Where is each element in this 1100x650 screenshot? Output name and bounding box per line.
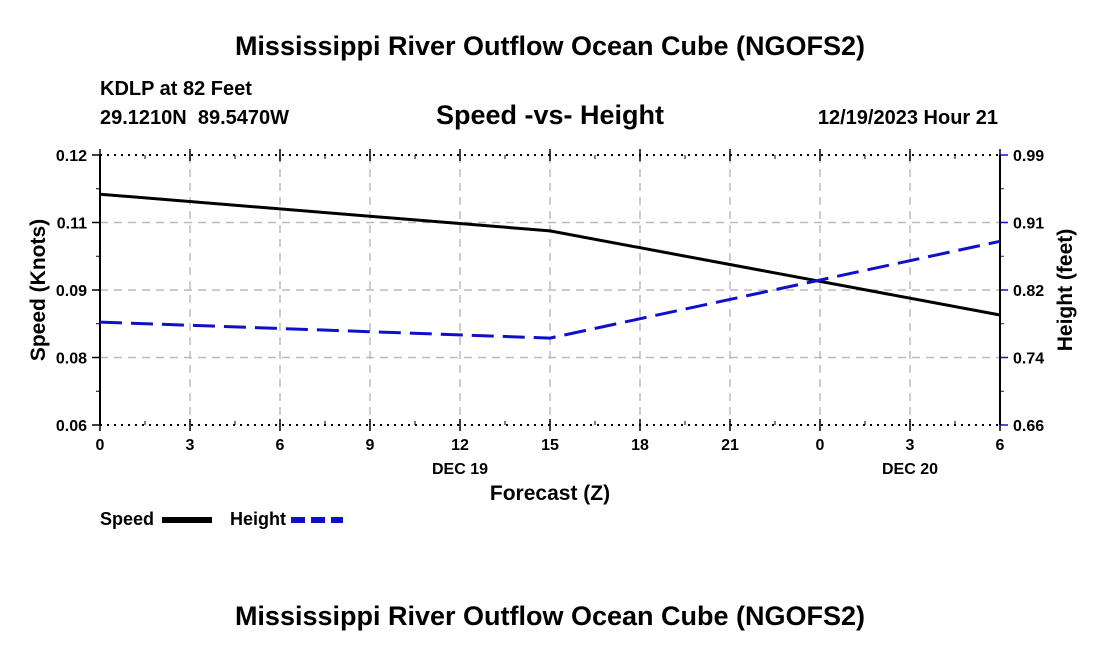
- y-tick-label: 0.09: [56, 283, 87, 300]
- y2-tick-label: 0.74: [1013, 351, 1044, 368]
- forecast-datetime: 12/19/2023 Hour 21: [818, 107, 998, 129]
- x-tick-label: 12: [451, 437, 469, 454]
- series-layer: [99, 192, 1001, 340]
- x-axis-label: Forecast (Z): [490, 482, 610, 505]
- x-tick-label: 15: [541, 437, 559, 454]
- series-line-height: [99, 239, 1001, 340]
- x-date-label: DEC 19: [432, 461, 488, 478]
- x-tick-label: 0: [816, 437, 825, 454]
- y2-tick-label: 0.66: [1013, 418, 1044, 435]
- y2-tick-label: 0.99: [1013, 148, 1044, 165]
- series-line-speed: [99, 192, 1001, 317]
- coordinates-label: 29.1210N 89.5470W: [100, 107, 289, 129]
- legend-height-label: Height: [230, 509, 286, 529]
- footer-title: Mississippi River Outflow Ocean Cube (NG…: [235, 601, 865, 631]
- x-tick-label: 6: [996, 437, 1005, 454]
- x-tick-label: 3: [906, 437, 915, 454]
- x-tick-label: 21: [721, 437, 739, 454]
- x-tick-label: 0: [96, 437, 105, 454]
- axis-ticks: 0 3 6 9 12 15 18 21 0 3 6 DEC 19 DEC 20 0.06 0.08 0.09 0…: [56, 148, 1044, 478]
- y2-tick-label: 0.91: [1013, 216, 1044, 233]
- x-tick-label: 9: [366, 437, 375, 454]
- y2-axis-label: Height (feet): [1054, 229, 1077, 352]
- legend: Speed Height: [100, 509, 343, 529]
- y-tick-label: 0.06: [56, 418, 87, 435]
- y-tick-label: 0.08: [56, 351, 87, 368]
- y2-tick-label: 0.82: [1013, 283, 1044, 300]
- y-tick-label: 0.11: [57, 216, 87, 233]
- grid-lines: [100, 155, 1000, 425]
- y-tick-label: 0.12: [56, 148, 87, 165]
- chart-title: Mississippi River Outflow Ocean Cube (NG…: [235, 31, 865, 61]
- chart-subtitle: Speed -vs- Height: [436, 100, 664, 130]
- y-axis-label: Speed (Knots): [27, 219, 50, 361]
- x-tick-label: 6: [276, 437, 285, 454]
- legend-speed-label: Speed: [100, 509, 154, 529]
- station-label: KDLP at 82 Feet: [100, 78, 252, 100]
- x-date-label: DEC 20: [882, 461, 938, 478]
- x-tick-label: 3: [186, 437, 195, 454]
- x-tick-label: 18: [631, 437, 649, 454]
